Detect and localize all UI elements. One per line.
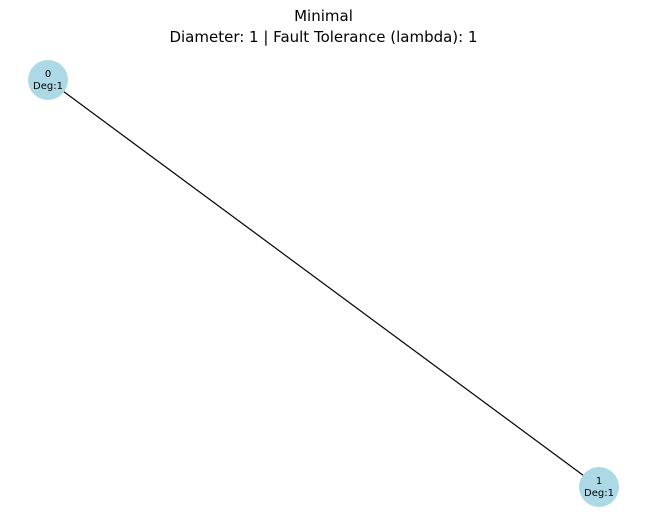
figure-subtitle: Diameter: 1 | Fault Tolerance (lambda): … [169, 28, 478, 46]
node-degree-label: Deg:1 [584, 488, 614, 499]
figure-title-block: Minimal Diameter: 1 | Fault Tolerance (l… [0, 6, 647, 48]
node-id-label: 0 [45, 69, 51, 80]
node-circle [28, 60, 68, 100]
edges-layer [47, 79, 600, 488]
figure-title: Minimal [294, 7, 353, 25]
edge-0-1 [47, 79, 600, 488]
node-degree-label: Deg:1 [33, 81, 63, 92]
node-id-label: 1 [596, 476, 602, 487]
node-circle [579, 467, 619, 507]
